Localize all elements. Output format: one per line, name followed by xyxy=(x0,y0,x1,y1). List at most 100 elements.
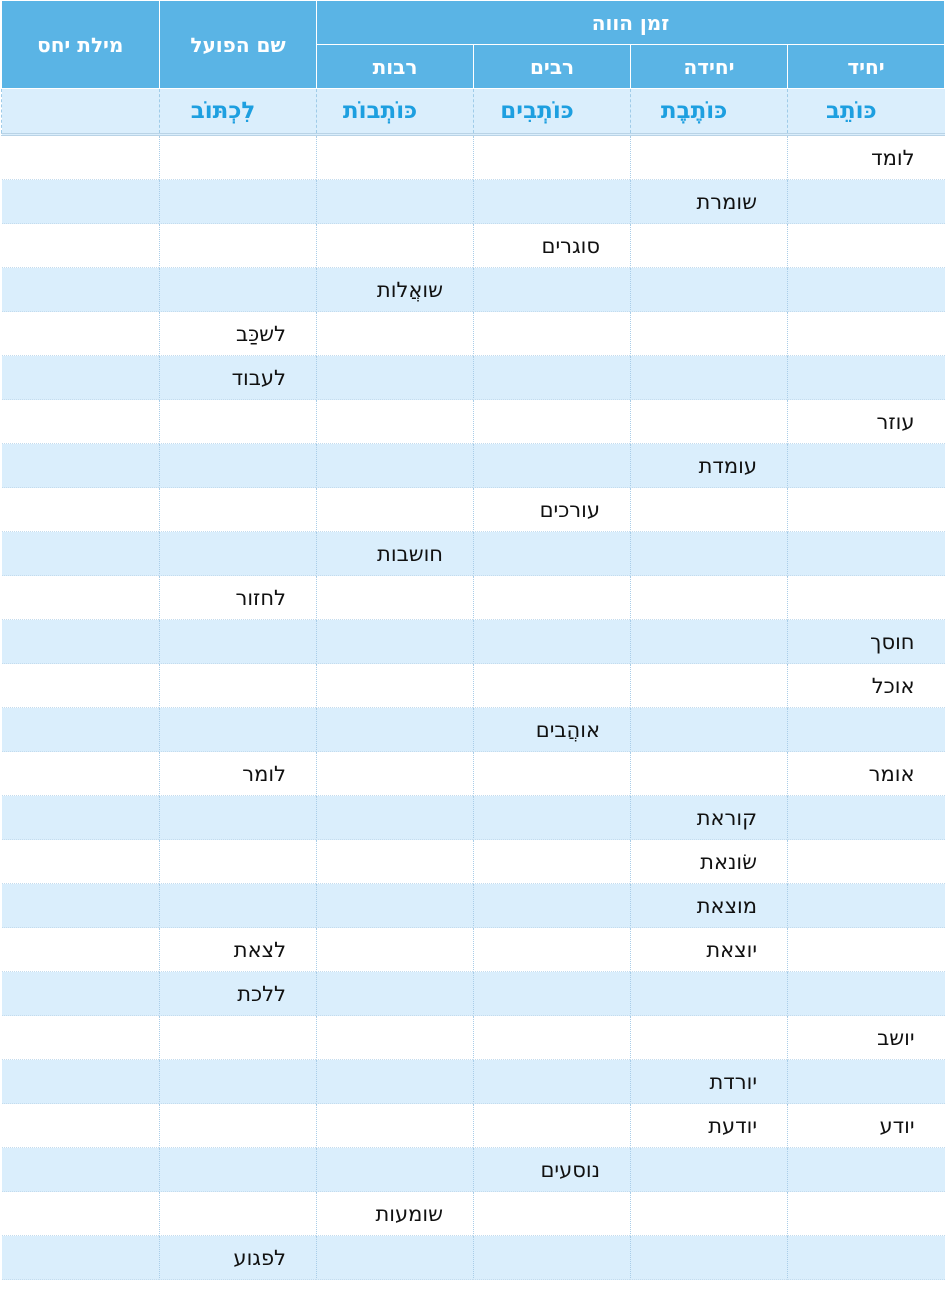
table-row: שׂונאת xyxy=(1,839,945,884)
plural-masculine-cell xyxy=(473,663,631,708)
singular-masculine-cell xyxy=(787,707,945,752)
preposition-cell xyxy=(1,575,160,620)
plural-masculine-cell xyxy=(473,311,631,356)
singular-feminine-cell xyxy=(630,1147,788,1192)
plural-masculine-cell: סוגרים xyxy=(473,223,631,268)
table-row: שואֲלות xyxy=(1,267,945,312)
infinitive-cell xyxy=(159,883,317,928)
plural-feminine-cell xyxy=(315,971,474,1016)
preposition-cell xyxy=(1,1059,160,1104)
singular-masculine-cell: יודע xyxy=(787,1103,945,1148)
singular-masculine-cell xyxy=(787,1235,945,1280)
preposition-cell xyxy=(1,1235,160,1280)
singular-masculine-cell xyxy=(787,355,945,400)
singular-feminine-cell xyxy=(630,663,788,708)
model-row: כּוֹתֵב כּוֹתֶבֶת כּוֹתְבִים כּוֹתְבוֹת … xyxy=(1,88,945,136)
table-row: נוסעים xyxy=(1,1147,945,1192)
plural-masculine-header: רבים xyxy=(473,44,632,89)
singular-feminine-cell xyxy=(630,751,788,796)
infinitive-cell xyxy=(159,1015,317,1060)
singular-feminine-cell xyxy=(630,707,788,752)
preposition-cell xyxy=(1,971,160,1016)
preposition-cell xyxy=(1,927,160,972)
table-row: שומעות xyxy=(1,1191,945,1236)
singular-masculine-cell xyxy=(787,575,945,620)
singular-masculine-cell xyxy=(787,927,945,972)
infinitive-cell xyxy=(159,399,317,444)
singular-masculine-header: יחיד xyxy=(787,44,945,89)
table-row: לשכַּב xyxy=(1,311,945,356)
singular-feminine-cell: קוראת xyxy=(630,795,788,840)
preposition-cell xyxy=(1,751,160,796)
singular-masculine-cell xyxy=(787,883,945,928)
singular-masculine-cell xyxy=(787,443,945,488)
singular-masculine-cell: לומד xyxy=(787,134,945,180)
plural-feminine-cell xyxy=(315,751,474,796)
preposition-cell xyxy=(1,134,160,180)
infinitive-cell xyxy=(159,443,317,488)
singular-masculine-cell xyxy=(787,839,945,884)
table-row: ללכת xyxy=(1,971,945,1016)
singular-feminine-cell xyxy=(630,1015,788,1060)
singular-feminine-cell: יוצאת xyxy=(630,927,788,972)
singular-feminine-header: יחידה xyxy=(630,44,789,89)
plural-feminine-header: רבות xyxy=(315,44,475,89)
singular-feminine-cell xyxy=(630,1191,788,1236)
plural-masculine-cell xyxy=(473,883,631,928)
singular-feminine-cell: שׂונאת xyxy=(630,839,788,884)
preposition-cell xyxy=(1,663,160,708)
plural-masculine-cell xyxy=(473,267,631,312)
infinitive-cell xyxy=(159,839,317,884)
table-row: יורדת xyxy=(1,1059,945,1104)
singular-feminine-cell: יודעת xyxy=(630,1103,788,1148)
singular-feminine-cell xyxy=(630,575,788,620)
table-row: לחזור xyxy=(1,575,945,620)
table-row: לעבוד xyxy=(1,355,945,400)
infinitive-cell xyxy=(159,663,317,708)
table-row: עורכים xyxy=(1,487,945,532)
table-row: אוכל xyxy=(1,663,945,708)
plural-masculine-cell xyxy=(473,355,631,400)
preposition-cell xyxy=(1,399,160,444)
singular-masculine-cell xyxy=(787,311,945,356)
singular-feminine-cell: מוצאת xyxy=(630,883,788,928)
plural-feminine-cell xyxy=(315,443,474,488)
singular-feminine-cell xyxy=(630,487,788,532)
singular-feminine-cell xyxy=(630,971,788,1016)
singular-masculine-cell xyxy=(787,531,945,576)
plural-feminine-cell xyxy=(315,707,474,752)
plural-masculine-cell xyxy=(473,531,631,576)
plural-feminine-cell xyxy=(315,1059,474,1104)
singular-feminine-cell xyxy=(630,311,788,356)
preposition-cell xyxy=(1,795,160,840)
singular-feminine-cell: יורדת xyxy=(630,1059,788,1104)
singular-feminine-cell xyxy=(630,399,788,444)
infinitive-cell xyxy=(159,487,317,532)
preposition-cell xyxy=(1,267,160,312)
preposition-cell xyxy=(1,707,160,752)
plural-feminine-cell xyxy=(315,1103,474,1148)
plural-feminine-cell xyxy=(315,575,474,620)
table-row: אומר לומר xyxy=(1,751,945,796)
plural-feminine-cell: שומעות xyxy=(315,1191,474,1236)
plural-masculine-cell xyxy=(473,619,631,664)
plural-feminine-cell xyxy=(315,134,474,180)
plural-masculine-cell xyxy=(473,751,631,796)
plural-masculine-cell xyxy=(473,971,631,1016)
singular-masculine-cell xyxy=(787,1059,945,1104)
plural-feminine-cell xyxy=(315,399,474,444)
infinitive-cell xyxy=(159,267,317,312)
singular-masculine-cell: חוסך xyxy=(787,619,945,664)
plural-feminine-cell xyxy=(315,619,474,664)
singular-masculine-cell xyxy=(787,1191,945,1236)
plural-masculine-cell xyxy=(473,1191,631,1236)
table-body: כּוֹתֵב כּוֹתֶבֶת כּוֹתְבִים כּוֹתְבוֹת … xyxy=(1,88,945,1280)
table-row: יודע יודעת xyxy=(1,1103,945,1148)
preposition-cell xyxy=(1,443,160,488)
plural-masculine-cell xyxy=(473,795,631,840)
table-row: שומרת xyxy=(1,179,945,224)
infinitive-cell xyxy=(159,795,317,840)
table-row: יוצאת לצאת xyxy=(1,927,945,972)
plural-feminine-cell xyxy=(315,839,474,884)
infinitive-cell xyxy=(159,179,317,224)
